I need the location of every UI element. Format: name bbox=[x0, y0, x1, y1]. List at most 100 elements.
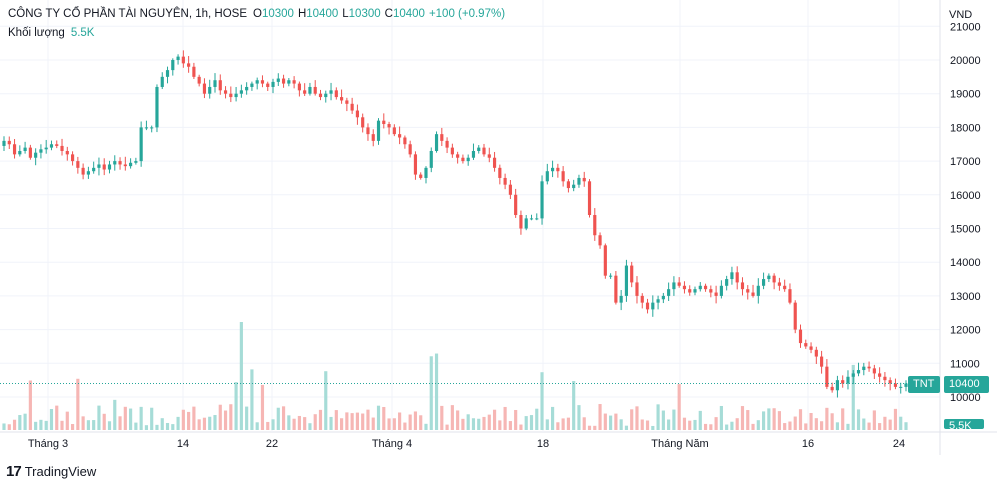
candle-body bbox=[466, 157, 470, 162]
candle-body bbox=[587, 181, 592, 216]
candle-body bbox=[804, 343, 808, 347]
candle-body bbox=[445, 140, 449, 148]
candle-body bbox=[725, 279, 729, 286]
volume-bar bbox=[783, 423, 787, 430]
volume-bar bbox=[49, 408, 54, 430]
candle-body bbox=[635, 282, 639, 296]
candle-body bbox=[28, 147, 32, 158]
volume-bar bbox=[434, 353, 439, 430]
volume-bar bbox=[318, 409, 323, 430]
candle-body bbox=[851, 373, 855, 377]
volume-bar bbox=[482, 416, 486, 430]
low-label: L bbox=[342, 8, 349, 20]
candle-body bbox=[735, 272, 739, 283]
volume-bar bbox=[761, 411, 766, 430]
volume-bar bbox=[551, 406, 555, 430]
volume-bar bbox=[862, 418, 866, 430]
volume-bar bbox=[213, 415, 217, 430]
tradingview-brand[interactable]: 17 TradingView bbox=[6, 463, 96, 480]
candle-body bbox=[846, 376, 850, 384]
time-tick-label: 22 bbox=[266, 438, 278, 450]
price-tick-label: 21000 bbox=[950, 21, 981, 33]
candle-body bbox=[408, 144, 412, 155]
volume-bar bbox=[292, 418, 296, 430]
time-tick-label: Tháng Năm bbox=[651, 438, 708, 450]
candle-body bbox=[245, 86, 249, 91]
volume-bar bbox=[529, 415, 534, 430]
candle-body bbox=[192, 66, 196, 77]
candle-body bbox=[350, 103, 354, 111]
candle-body bbox=[714, 292, 718, 296]
candle-body bbox=[308, 86, 312, 94]
candle-body bbox=[155, 86, 159, 128]
candle-body bbox=[345, 100, 349, 104]
candle-body bbox=[23, 147, 27, 151]
candle-body bbox=[756, 285, 760, 296]
candle-body bbox=[761, 279, 766, 286]
volume-bar bbox=[867, 422, 871, 430]
candle-body bbox=[329, 90, 333, 94]
volume-bar bbox=[12, 419, 17, 430]
candle-body bbox=[86, 171, 90, 175]
candle-body bbox=[287, 80, 291, 84]
candle-body bbox=[376, 120, 381, 141]
high-value: 10400 bbox=[306, 8, 339, 20]
volume-bar bbox=[883, 416, 887, 430]
volume-bar bbox=[603, 413, 607, 430]
volume-legend: Khối lượng 5.5K bbox=[8, 27, 94, 39]
candle-body bbox=[450, 147, 454, 155]
candle-body bbox=[740, 282, 745, 290]
candle-body bbox=[830, 386, 834, 391]
candle-body bbox=[751, 292, 755, 296]
candle-body bbox=[107, 164, 112, 170]
volume-bar bbox=[461, 418, 465, 430]
volume-bar bbox=[324, 371, 328, 430]
time-tick-label: Tháng 3 bbox=[28, 438, 68, 450]
volume-bar bbox=[129, 408, 133, 430]
volume-bar bbox=[540, 372, 544, 430]
time-tick-label: Tháng 4 bbox=[372, 438, 412, 450]
candle-body bbox=[609, 275, 613, 277]
candle-body bbox=[730, 272, 734, 280]
open-label: O bbox=[253, 8, 262, 20]
time-tick-label: 16 bbox=[802, 438, 814, 450]
volume-bar bbox=[181, 409, 185, 430]
volume-bar bbox=[872, 410, 876, 430]
volume-bar bbox=[413, 411, 418, 430]
volume-bar bbox=[250, 369, 254, 430]
volume-bar bbox=[719, 405, 723, 430]
candle-body bbox=[640, 295, 644, 303]
volume-bar bbox=[134, 422, 138, 430]
volume-bar bbox=[97, 405, 101, 430]
candle-body bbox=[150, 127, 154, 129]
candle-body bbox=[92, 167, 96, 172]
candle-body bbox=[129, 162, 133, 167]
candle-body bbox=[234, 93, 238, 98]
volume-bar bbox=[139, 406, 143, 430]
volume-bar bbox=[577, 405, 581, 430]
candle-body bbox=[340, 97, 344, 101]
candle-body bbox=[213, 80, 217, 87]
candle-body bbox=[619, 295, 623, 303]
volume-bar bbox=[587, 425, 592, 430]
volume-bar bbox=[645, 420, 650, 430]
candle-body bbox=[181, 56, 185, 64]
candle-body bbox=[260, 80, 265, 84]
volume-bar bbox=[740, 406, 745, 430]
candle-body bbox=[561, 171, 565, 182]
volume-bar bbox=[55, 405, 59, 430]
volume-bar bbox=[519, 424, 523, 430]
volume-bar bbox=[878, 423, 882, 430]
candle-body bbox=[767, 275, 771, 280]
candle-body bbox=[614, 275, 618, 303]
volume-bar bbox=[144, 425, 149, 430]
volume-bar bbox=[851, 364, 855, 430]
volume-bar bbox=[471, 418, 476, 430]
candle-body bbox=[70, 154, 75, 162]
candle-body bbox=[651, 302, 655, 310]
candle-body bbox=[456, 154, 460, 158]
volume-bar bbox=[450, 405, 454, 430]
candle-body bbox=[498, 167, 502, 178]
candle-body bbox=[297, 83, 301, 91]
